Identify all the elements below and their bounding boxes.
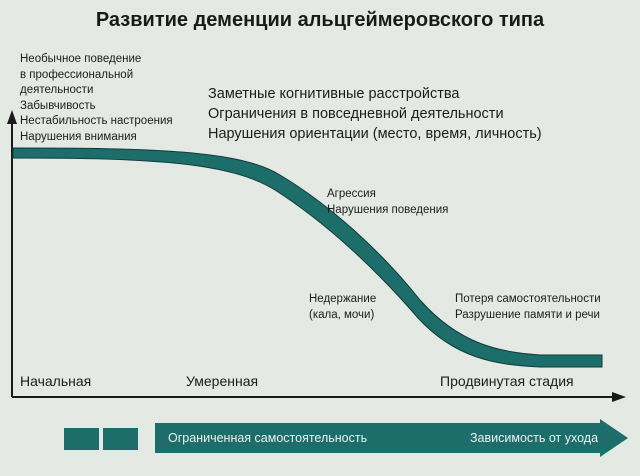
- late-symptom: Потеря самостоятельности: [455, 293, 601, 305]
- early-symptom: Необычное поведение: [20, 53, 142, 65]
- stage-advanced-label: Продвинутая стадия: [440, 373, 574, 389]
- moderate-symptom: Ограничения в повседневной деятельности: [208, 106, 504, 122]
- early-symptom: в профессиональной: [20, 68, 134, 81]
- stage-moderate-label: Умеренная: [186, 373, 259, 389]
- early-symptom: Забывчивость: [20, 99, 96, 112]
- aggression-notes: Агрессия Нарушения поведения: [327, 186, 448, 218]
- incontinence-note: (кала, мочи): [309, 309, 375, 321]
- arrow-segment-1: [64, 428, 99, 450]
- early-symptom: деятельности: [20, 84, 94, 96]
- diagram-title: Развитие деменции альцгеймеровского типа: [95, 9, 545, 31]
- aggression-note: Агрессия: [327, 188, 376, 200]
- early-symptom: Нестабильность настроения: [20, 115, 173, 127]
- care-dependency-label: Зависимость от ухода: [470, 431, 599, 445]
- early-symptoms: Необычное поведение в профессиональной д…: [20, 52, 200, 145]
- late-symptom: Разрушение памяти и речи: [455, 309, 600, 321]
- y-axis-arrowhead: [7, 110, 17, 124]
- early-symptom: Нарушения внимания: [20, 130, 137, 143]
- stage-early-label: Начальная: [20, 373, 92, 389]
- late-symptoms: Потеря самостоятельности Разрушение памя…: [455, 291, 601, 323]
- aggression-note: Нарушения поведения: [327, 204, 449, 216]
- x-axis-arrowhead: [612, 392, 626, 402]
- incontinence-notes: Недержание (кала, мочи): [309, 291, 376, 323]
- decline-curve: [12, 147, 603, 368]
- incontinence-note: Недержание: [309, 293, 377, 305]
- moderate-symptoms: Заметные когнитивные расстройства Ограни…: [208, 84, 542, 144]
- moderate-symptom: Нарушения ориентации (место, время, личн…: [208, 126, 542, 142]
- dependency-arrow: [155, 419, 628, 457]
- limited-independence-label: Ограниченная самостоятельность: [168, 431, 368, 445]
- arrow-segment-2: [103, 428, 138, 450]
- moderate-symptom: Заметные когнитивные расстройства: [208, 86, 460, 102]
